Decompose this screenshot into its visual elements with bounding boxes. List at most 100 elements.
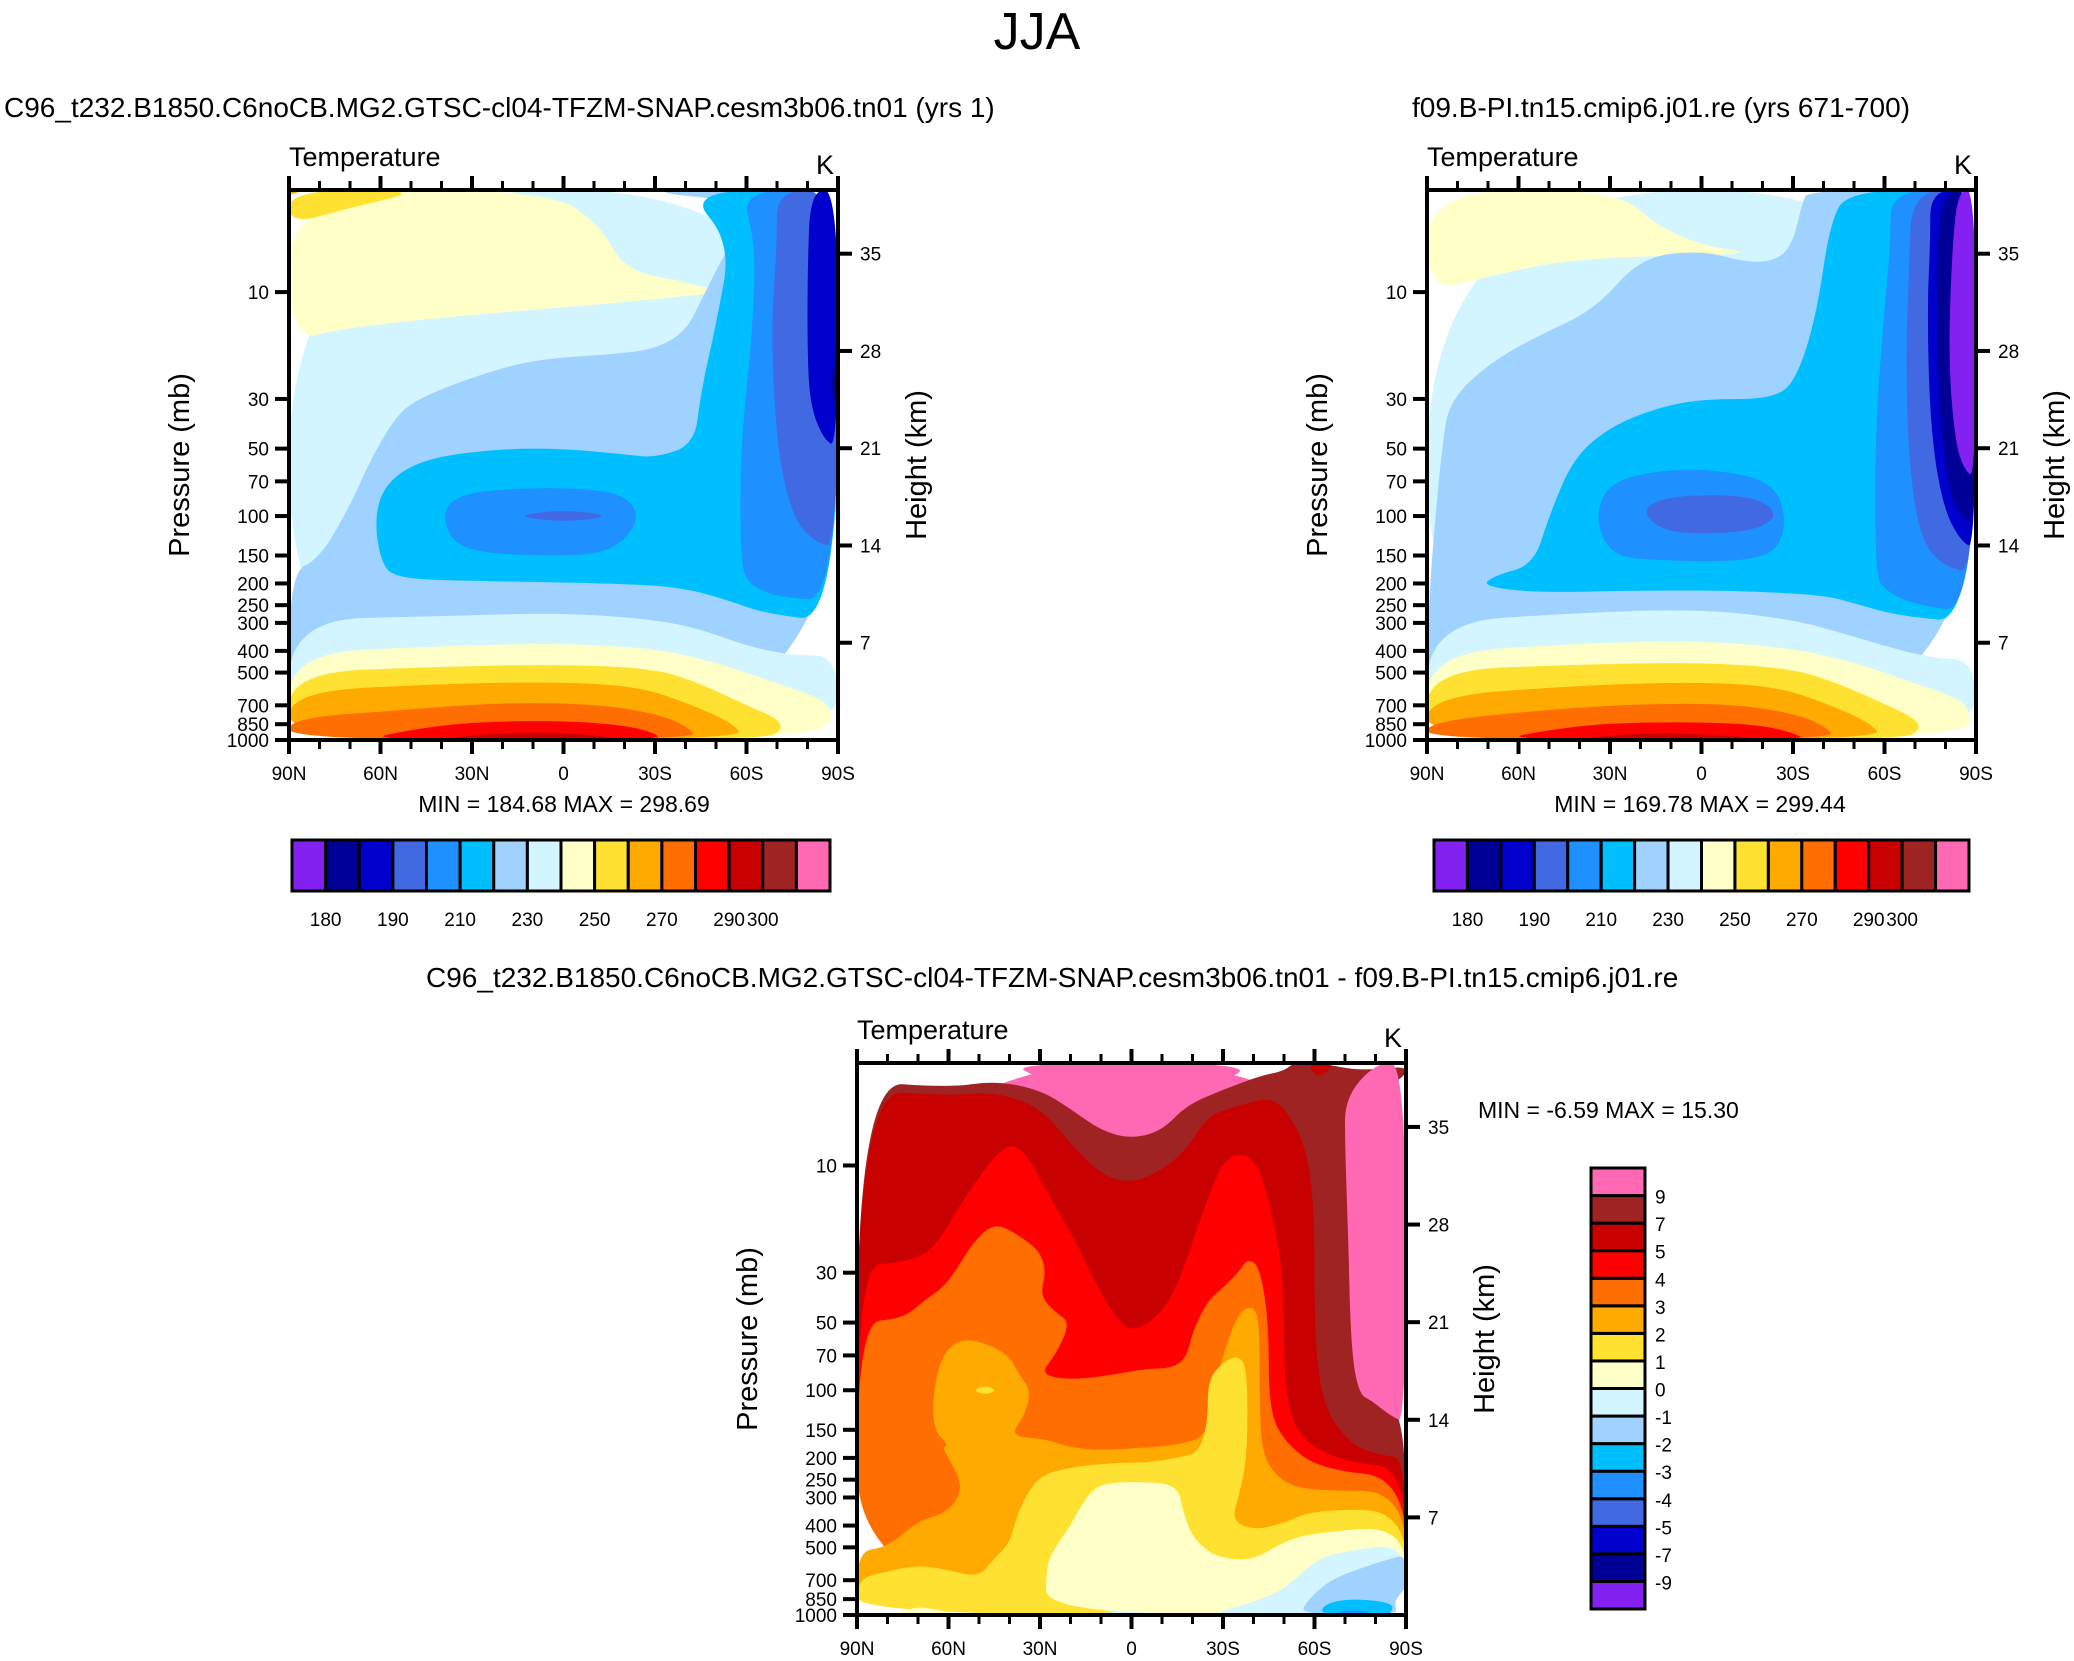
difference-colorbar-label: 4 [1655, 1270, 1666, 1291]
right-contour-region [1646, 495, 1774, 534]
difference-colorbar-label: -1 [1655, 1408, 1672, 1429]
right-contour-region [1519, 722, 1801, 740]
right-y-tick-label: 1000 [1365, 731, 1407, 752]
right-colorbar-box [1800, 838, 1837, 893]
difference-colorbar-label: 3 [1655, 1298, 1666, 1319]
difference-y-tick-label: 1000 [795, 1606, 837, 1627]
main-title: JJA [993, 3, 1081, 61]
right-colorbar-box [1833, 838, 1871, 893]
left-colorbar-box [492, 838, 529, 893]
left-colorbar-box [425, 838, 462, 893]
difference-colorbar-box [1589, 1331, 1647, 1363]
right-colorbar-box [1900, 838, 1938, 893]
difference-colorbar-box [1589, 1552, 1647, 1583]
difference-x-tick-label: 30N [1023, 1639, 1058, 1660]
right-y-tick-label: 150 [1375, 546, 1407, 567]
left-colorbar-box [324, 838, 361, 893]
left-colorbar-box [593, 838, 630, 893]
left-y-tick-label: 100 [237, 507, 269, 528]
right-y-tick-label: 200 [1375, 574, 1407, 595]
left-left-string: Temperature [289, 142, 441, 172]
difference-x-tick-label: 0 [1126, 1639, 1137, 1660]
right-y-tick-label: 850 [1375, 715, 1407, 736]
left-colorbar-label: 210 [444, 910, 476, 931]
right-y-tick-label: 10 [1386, 283, 1407, 304]
right-colorbar-label: 190 [1518, 910, 1550, 931]
left-y-right-tick-label: 35 [860, 245, 881, 266]
left-y-tick-label: 30 [248, 390, 269, 411]
difference-colorbar-label: 5 [1655, 1243, 1666, 1264]
right-y-tick-label: 300 [1375, 614, 1407, 635]
difference-colorbar-label: 9 [1655, 1188, 1666, 1209]
right-colorbar-label: 270 [1786, 910, 1818, 931]
left-colorbar-box [794, 838, 832, 893]
right-panel-title: f09.B-PI.tn15.cmip6.j01.re (yrs 671-700) [1412, 92, 1911, 123]
difference-colorbar-label: -9 [1655, 1573, 1672, 1594]
right-x-tick-label: 0 [1696, 764, 1707, 785]
right-colorbar-box [1733, 838, 1770, 893]
left-y-right-tick-label: 21 [860, 439, 881, 460]
left-colorbar-label: 190 [377, 910, 409, 931]
difference-colorbar-box [1589, 1194, 1647, 1225]
left-colorbar-label: 300 [747, 910, 779, 931]
right-contour-region [1949, 190, 1976, 475]
difference-contour-region [1395, 1594, 1406, 1615]
right-colorbar-label: 250 [1719, 910, 1751, 931]
right-y-right-tick-label: 28 [1998, 342, 2019, 363]
difference-y-tick-label: 500 [805, 1538, 837, 1559]
difference-y-tick-label: 250 [805, 1471, 837, 1492]
right-y-tick-label: 400 [1375, 642, 1407, 663]
right-x-tick-label: 90S [1959, 764, 1993, 785]
right-colorbar-label: 210 [1585, 910, 1617, 931]
left-contour-region [289, 190, 402, 219]
difference-colorbar-box [1589, 1166, 1647, 1198]
right-colorbar-box [1766, 838, 1804, 893]
right-contour-region [1427, 190, 1740, 286]
difference-colorbar-box [1589, 1276, 1647, 1308]
left-contour-region [289, 190, 726, 336]
left-x-tick-label: 90S [821, 764, 855, 785]
difference-colorbar-label: -3 [1655, 1463, 1672, 1484]
right-panel: 90N 60N 30N 0 30S 60S 90S103050701001502002503… [1302, 142, 2071, 931]
right-colorbar-box [1566, 838, 1603, 893]
right-colorbar-box [1867, 838, 1904, 893]
right-y-tick-label: 100 [1375, 507, 1407, 528]
left-y-tick-label: 200 [237, 574, 269, 595]
difference-y-tick-label: 30 [816, 1264, 837, 1285]
difference-contour-region [1322, 1599, 1393, 1615]
difference-panel-title: C96_t232.B1850.C6noCB.MG2.GTSC-cl04-TFZM… [426, 962, 1679, 993]
difference-y-right-tick-label: 21 [1428, 1313, 1449, 1334]
right-colorbar-box [1599, 838, 1637, 893]
left-contour-region [821, 719, 838, 740]
left-colorbar-box [694, 838, 731, 893]
right-y-right-tick-label: 14 [1998, 536, 2020, 557]
right-x-tick-label: 30N [1593, 764, 1628, 785]
left-colorbar-box [761, 838, 798, 893]
difference-colorbar-box [1589, 1387, 1647, 1418]
right-y-right-tick-label: 35 [1998, 245, 2019, 266]
difference-y-tick-label: 850 [805, 1590, 837, 1611]
right-colorbar: 180 190 210 230 250 270 290 300 [1432, 838, 1971, 931]
left-x-tick-label: 0 [558, 764, 569, 785]
left-right-string: K [816, 150, 834, 180]
right-contour-region [1967, 724, 1976, 740]
difference-colorbar-label: -5 [1655, 1518, 1672, 1539]
difference-colorbar-label: -7 [1655, 1546, 1672, 1567]
left-colorbar-box [290, 838, 328, 893]
difference-colorbar-box [1589, 1359, 1647, 1390]
difference-colorbar-label: -2 [1655, 1436, 1672, 1457]
right-x-tick-label: 60S [1868, 764, 1902, 785]
right-y-right-tick-label: 21 [1998, 439, 2019, 460]
right-colorbar-box [1465, 838, 1503, 893]
left-y-tick-label: 150 [237, 546, 269, 567]
difference-y-tick-label: 10 [816, 1156, 837, 1177]
difference-left-string: Temperature [857, 1015, 1009, 1045]
left-panel-title: C96_t232.B1850.C6noCB.MG2.GTSC-cl04-TFZM… [4, 92, 995, 123]
right-y-right-axis-title: Height (km) [2039, 390, 2071, 540]
left-colorbar-box [626, 838, 664, 893]
right-y-tick-label: 700 [1375, 696, 1407, 717]
right-y-tick-label: 30 [1386, 390, 1407, 411]
left-colorbar-label: 180 [310, 910, 342, 931]
right-x-tick-label: 30S [1776, 764, 1810, 785]
right-y-tick-label: 250 [1375, 596, 1407, 617]
